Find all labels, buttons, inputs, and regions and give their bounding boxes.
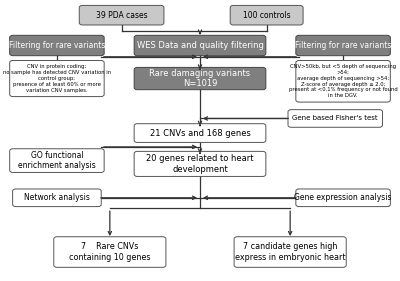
- Text: 7 candidate genes high
express in embryonic heart: 7 candidate genes high express in embryo…: [235, 242, 346, 262]
- Text: GO functional
enrichment analysis: GO functional enrichment analysis: [18, 151, 96, 170]
- FancyBboxPatch shape: [296, 35, 390, 56]
- FancyBboxPatch shape: [10, 149, 104, 173]
- FancyBboxPatch shape: [134, 151, 266, 176]
- FancyBboxPatch shape: [230, 5, 303, 25]
- Text: 7    Rare CNVs
containing 10 genes: 7 Rare CNVs containing 10 genes: [69, 242, 150, 262]
- Text: CNV in protein coding;
no sample has detected CNV variation in
control group;
pr: CNV in protein coding; no sample has det…: [3, 64, 111, 93]
- Text: Rare damaging variants
N=1019: Rare damaging variants N=1019: [150, 69, 250, 88]
- Text: CNV>50kb, but <5 depth of sequencing
>54;
average depth of sequencing >54;
Z-sco: CNV>50kb, but <5 depth of sequencing >54…: [289, 64, 398, 98]
- FancyBboxPatch shape: [13, 189, 101, 207]
- FancyBboxPatch shape: [54, 237, 166, 267]
- Text: 21 CNVs and 168 genes: 21 CNVs and 168 genes: [150, 129, 250, 138]
- Text: 20 genes related to heart
development: 20 genes related to heart development: [146, 154, 254, 174]
- Text: 39 PDA cases: 39 PDA cases: [96, 11, 148, 20]
- Text: Network analysis: Network analysis: [24, 193, 90, 202]
- FancyBboxPatch shape: [10, 60, 104, 97]
- FancyBboxPatch shape: [134, 67, 266, 90]
- FancyBboxPatch shape: [134, 124, 266, 142]
- Text: Filtering for rare variants: Filtering for rare variants: [295, 41, 391, 50]
- FancyBboxPatch shape: [296, 60, 390, 102]
- Text: Filtering for rare variants: Filtering for rare variants: [9, 41, 105, 50]
- FancyBboxPatch shape: [234, 237, 346, 267]
- FancyBboxPatch shape: [296, 189, 390, 207]
- FancyBboxPatch shape: [79, 5, 164, 25]
- FancyBboxPatch shape: [288, 110, 382, 127]
- Text: 100 controls: 100 controls: [243, 11, 290, 20]
- Text: WES Data and quality filtering: WES Data and quality filtering: [136, 41, 264, 50]
- Text: Gene expression analysis: Gene expression analysis: [294, 193, 392, 202]
- FancyBboxPatch shape: [134, 35, 266, 56]
- Text: Gene based Fisher's test: Gene based Fisher's test: [292, 115, 378, 121]
- FancyBboxPatch shape: [10, 35, 104, 56]
